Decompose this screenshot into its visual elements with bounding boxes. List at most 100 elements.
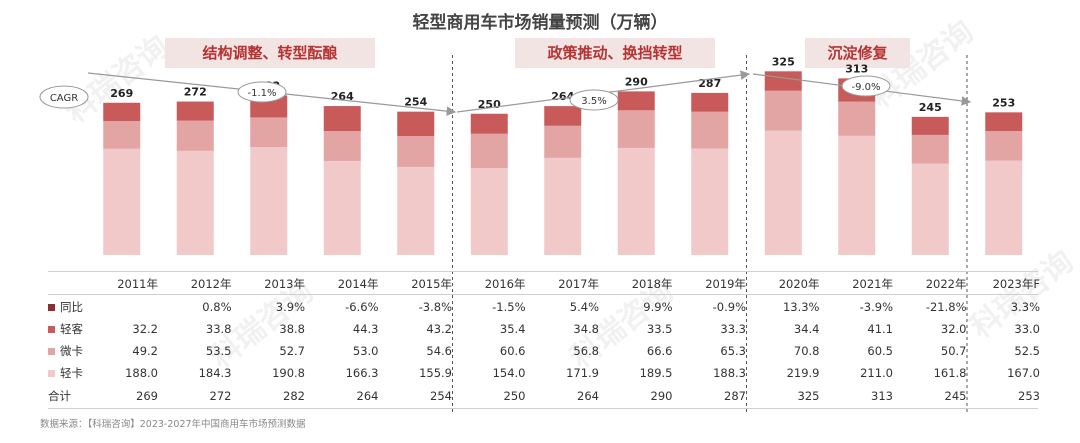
table-cell: -6.6% — [345, 300, 379, 314]
table-row-label: 轻卡 — [48, 363, 88, 384]
table-cell: 66.6 — [646, 344, 673, 358]
bar-segment — [544, 106, 582, 126]
bar-segment — [691, 92, 729, 112]
bar-segment — [985, 130, 1023, 161]
bar-segment — [470, 167, 508, 255]
table-header-cell: 2022年 — [925, 277, 967, 291]
table-cell: 155.9 — [419, 366, 452, 380]
cagr-value: -9.0% — [851, 82, 880, 93]
bar-segment — [323, 131, 361, 162]
bar-segment — [470, 133, 508, 168]
table-cell: -3.8% — [418, 300, 452, 314]
bar-segment — [985, 160, 1023, 255]
table-cell — [85, 297, 158, 318]
bar-segment — [397, 111, 435, 137]
table-cell: -21.8% — [925, 300, 967, 314]
table-cell: 189.5 — [639, 366, 673, 380]
table-cell: 290 — [650, 389, 673, 403]
bar-segment — [691, 111, 729, 149]
table-cell: 52.5 — [1014, 344, 1040, 358]
table-header-cell: 2011年 — [117, 277, 158, 291]
bar-segment — [323, 161, 361, 255]
bar-segment — [176, 150, 214, 255]
table-cell: 54.6 — [426, 344, 452, 358]
table-cell: 33.0 — [1014, 322, 1040, 336]
table-cell: 33.5 — [646, 322, 673, 336]
table-cell: 3.3% — [1010, 300, 1040, 314]
table-header-cell: 2018年 — [631, 277, 673, 291]
table-rule — [48, 294, 1038, 295]
legend-swatch — [48, 370, 55, 377]
bar-segment — [176, 101, 214, 121]
table-cell: 70.8 — [793, 344, 820, 358]
table-cell: 60.5 — [867, 344, 893, 358]
bar-total-label: 290 — [625, 75, 648, 88]
table-cell: 269 — [136, 389, 158, 403]
table-cell: 184.3 — [198, 366, 232, 380]
bar-total-label: 264 — [551, 90, 574, 103]
table-cell: 325 — [797, 389, 820, 403]
phase-label-2: 政策推动、换挡转型 — [515, 38, 715, 68]
table-cell: 35.4 — [499, 322, 526, 336]
bar-segment — [470, 113, 508, 134]
table-rule — [48, 271, 1038, 272]
table-header-cell: 2021年 — [852, 277, 893, 291]
bar-total-label: 325 — [772, 55, 795, 68]
bar-segment — [103, 120, 141, 149]
table-cell: 9.9% — [643, 300, 673, 314]
table-cell: 188.3 — [713, 366, 746, 380]
bar-segment — [617, 91, 655, 111]
table-cell: 13.3% — [782, 300, 820, 314]
table-cell: 245 — [944, 389, 967, 403]
table-cell: 43.2 — [426, 322, 452, 336]
table-header-cell: 2017年 — [558, 277, 599, 291]
table-cell: 272 — [209, 389, 232, 403]
bar-segment — [250, 117, 288, 148]
cagr-oval — [39, 85, 89, 109]
table-cell: 253 — [1018, 389, 1040, 403]
cagr-value: -1.1% — [247, 88, 276, 99]
source-note: 数据来源：【科瑞咨询】2023-2027年中国商用车市场预测数据 — [40, 419, 306, 430]
cagr-label: CAGR — [50, 93, 78, 104]
table-cell: 52.7 — [279, 344, 305, 358]
bar-total-label: 269 — [110, 87, 133, 100]
bar-segment — [838, 101, 876, 136]
bar-segment — [764, 90, 802, 131]
table-cell: 219.9 — [786, 366, 820, 380]
table-cell: 188.0 — [125, 366, 158, 380]
table-cell: -3.9% — [859, 300, 893, 314]
legend-label: 同比 — [60, 300, 83, 314]
table-cell: 254 — [430, 389, 452, 403]
table-cell: 44.3 — [352, 322, 379, 336]
legend-swatch — [48, 348, 55, 355]
bar-segment — [838, 135, 876, 255]
table-cell: 60.6 — [499, 344, 526, 358]
table-cell: 41.1 — [867, 322, 893, 336]
table-cell: 166.3 — [345, 366, 379, 380]
table-cell: 53.5 — [205, 344, 232, 358]
bar-segment — [397, 166, 435, 255]
bar-segment — [911, 134, 949, 164]
bar-total-label: 253 — [992, 96, 1015, 109]
table-cell: 282 — [283, 389, 305, 403]
bar-segment — [397, 136, 435, 167]
table-cell: 154.0 — [492, 366, 526, 380]
table-cell: 264 — [356, 389, 379, 403]
table-cell: 0.8% — [202, 300, 232, 314]
table-cell: 53.0 — [352, 344, 379, 358]
table-row-label: 合计 — [48, 386, 88, 407]
chart-title: 轻型商用车市场销量预测（万辆） — [412, 13, 668, 33]
table-cell: 65.3 — [720, 344, 746, 358]
table-row-label: 同比 — [48, 297, 88, 318]
table-row-label: 轻客 — [48, 319, 88, 340]
table-header-cell: 2013年 — [264, 277, 305, 291]
cagr-value: 3.5% — [581, 96, 606, 107]
bar-segment — [985, 112, 1023, 131]
legend-label: 轻客 — [60, 322, 83, 336]
table-header-cell: 2015年 — [411, 277, 452, 291]
table-cell: -1.5% — [492, 300, 526, 314]
bar-segment — [911, 163, 949, 255]
table-cell: 313 — [871, 389, 893, 403]
table-cell: 33.3 — [720, 322, 746, 336]
